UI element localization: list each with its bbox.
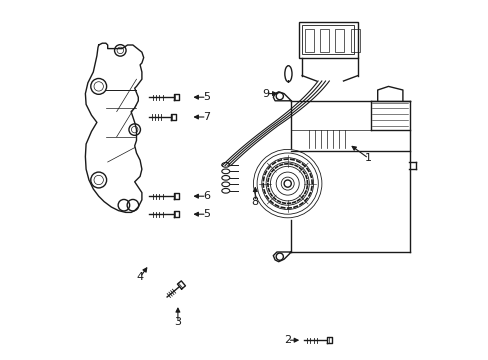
- Bar: [305, 29, 313, 52]
- Text: 8: 8: [251, 197, 258, 207]
- Bar: [350, 29, 359, 52]
- Bar: [320, 29, 328, 52]
- Text: 7: 7: [203, 112, 210, 122]
- Text: 5: 5: [203, 209, 210, 219]
- Bar: [298, 22, 357, 58]
- Text: 3: 3: [174, 317, 181, 327]
- Text: 9: 9: [262, 89, 269, 99]
- Text: 2: 2: [284, 335, 291, 345]
- Text: 5: 5: [203, 92, 210, 102]
- Text: 6: 6: [203, 191, 210, 201]
- Text: 1: 1: [365, 153, 371, 163]
- Bar: [302, 25, 354, 54]
- Text: 4: 4: [136, 272, 143, 282]
- Bar: [335, 29, 344, 52]
